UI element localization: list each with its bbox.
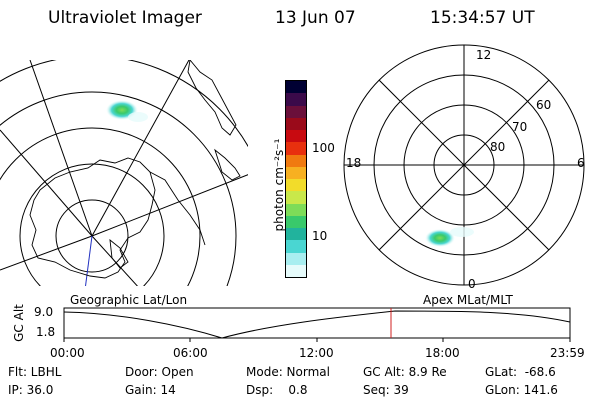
date-label: 13 Jun 07 — [275, 8, 356, 28]
coastline — [214, 148, 241, 181]
lon-line — [91, 174, 248, 237]
aurora-emission — [128, 112, 148, 122]
lon-line — [91, 60, 190, 237]
colorbar-segment — [286, 93, 306, 106]
mlt-label-0: 0 — [468, 277, 476, 291]
coastline — [149, 171, 206, 246]
aurora-emission — [450, 227, 474, 237]
colorbar-tick-100: 100 — [312, 141, 335, 155]
x-tick-1800: 18:00 — [425, 346, 460, 360]
mlat-label-70: 70 — [512, 120, 528, 134]
dsp-info: Dsp: 0.8 — [246, 383, 308, 397]
colorbar-segment — [286, 240, 306, 253]
colorbar-segment — [286, 117, 306, 130]
lat-circle — [55, 199, 129, 273]
lon-line — [0, 129, 93, 237]
colorbar-segment — [286, 130, 306, 143]
coastline — [109, 238, 129, 269]
meridian-line — [85, 235, 93, 286]
filter-info: Flt: LBHL — [8, 365, 62, 379]
lat-circle — [19, 163, 165, 286]
x-tick-0600: 06:00 — [173, 346, 208, 360]
colorbar-segment — [286, 81, 306, 94]
colorbar-segment — [286, 105, 306, 118]
mode-info: Mode: Normal — [246, 365, 330, 379]
colorbar-segment — [286, 191, 306, 204]
mlt-line-diagonal — [378, 79, 550, 251]
apex-caption: Apex MLat/MLT — [423, 293, 513, 307]
mlat-mlt-dial — [343, 44, 585, 286]
coastline — [187, 60, 237, 136]
colorbar-segment — [286, 252, 306, 265]
mlt-label-6: 6 — [577, 156, 585, 170]
mlat-label-60: 60 — [536, 98, 552, 112]
colorbar-segment — [286, 264, 306, 277]
ip-info: IP: 36.0 — [8, 383, 54, 397]
lon-line — [29, 60, 93, 237]
geographic-caption: Geographic Lat/Lon — [70, 293, 188, 307]
colorbar-segment — [286, 166, 306, 179]
instrument-title: Ultraviolet Imager — [48, 8, 202, 28]
x-tick-1200: 12:00 — [299, 346, 334, 360]
colorbar-segment — [286, 203, 306, 216]
lat-circle — [0, 127, 201, 286]
antarctica-coastline — [29, 157, 156, 279]
mlt-label-18: 18 — [346, 156, 362, 170]
colorbar-segment — [286, 154, 306, 167]
colorbar-segment — [286, 142, 306, 155]
seq-info: Seq: 39 — [363, 383, 409, 397]
gc-alt-trace — [63, 310, 571, 339]
gc-alt-info: GC Alt: 8.9 Re — [363, 365, 447, 379]
glat-info: GLat: -68.6 — [485, 365, 556, 379]
gain-info: Gain: 14 — [125, 383, 176, 397]
door-info: Door: Open — [125, 365, 194, 379]
y-tick-1.8: 1.8 — [36, 325, 56, 339]
mlat-label-80: 80 — [490, 140, 506, 154]
x-tick-2359: 23:59 — [550, 346, 585, 360]
y-tick-9: 9.0 — [34, 305, 54, 319]
colorbar-segment — [286, 215, 306, 228]
colorbar-tick-10: 10 — [312, 229, 328, 243]
lat-circle — [0, 91, 237, 286]
colorbar-segment — [286, 228, 306, 241]
colorbar — [285, 80, 307, 278]
colorbar-segment — [286, 179, 306, 192]
timeline-ticks — [63, 338, 571, 342]
aurora-emission — [425, 229, 455, 247]
lon-line — [0, 235, 93, 271]
glon-info: GLon: 141.6 — [485, 383, 558, 397]
x-tick-0000: 00:00 — [50, 346, 85, 360]
mlt-label-12: 12 — [476, 48, 492, 62]
colorbar-unit-label: photon cm⁻²s⁻¹ — [272, 138, 286, 232]
time-label: 15:34:57 UT — [430, 8, 535, 28]
